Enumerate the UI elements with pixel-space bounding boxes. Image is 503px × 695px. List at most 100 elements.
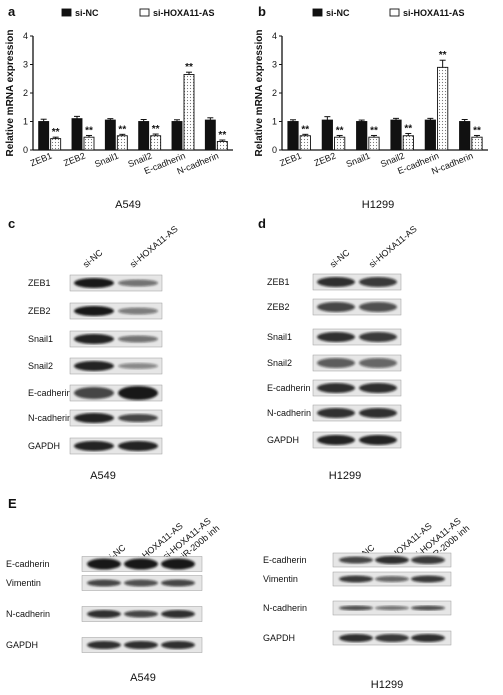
blot-row-label-vimentin: Vimentin [263,574,298,584]
y-tick-label-2: 2 [23,88,28,98]
bar-n-cadherin-0 [204,119,216,151]
blot-band-snail1-0 [317,332,355,342]
blot-band-gapdh-1 [118,441,158,451]
blot-band-zeb1-0 [74,278,114,288]
blot-band-snail1-1 [118,335,158,343]
chart-a: 0 1 2 3 4 Relative mRNA expression si-NC si-HOX… [5,8,233,176]
blot-row-label-zeb1: ZEB1 [267,277,290,287]
blot-row-label-zeb2: ZEB2 [28,306,51,316]
blot-band-gapdh-2 [161,641,195,649]
panel-letter-b: b [258,4,266,19]
blot-band-n-cadherin-0 [87,610,121,618]
y-tick-label-1: 1 [272,117,277,127]
blot-band-snail2-1 [359,358,397,368]
category-label-0: ZEB1 [278,151,303,169]
bar-snail2-1 [150,135,162,151]
blot-row-label-gapdh: GAPDH [6,640,38,650]
blot-c-cell-line: A549 [90,470,116,482]
blot-band-n-cadherin-0 [317,408,355,418]
bar-zeb2-0 [321,119,333,151]
y-tick-label-0: 0 [272,145,277,155]
significance-5: ** [473,125,481,136]
blot-row-label-gapdh: GAPDH [28,441,60,451]
bar-snail2-0 [138,121,150,151]
category-label-1: ZEB2 [313,151,338,169]
legend-swatch-1 [389,8,400,17]
blot-row-label-e-cadherin: E-cadherin [267,383,311,393]
blot-band-e-cadherin-1 [375,556,409,564]
blot-band-n-cadherin-2 [411,605,445,611]
legend-label-1: si-HOXA11-AS [403,8,465,18]
panel-letter-d: d [258,216,266,231]
legend-swatch-1 [139,8,150,17]
y-tick-label-1: 1 [23,117,28,127]
significance-1: ** [336,125,344,136]
blot-row-label-n-cadherin: N-cadherin [263,603,307,613]
y-tick-label-2: 2 [272,88,277,98]
significance-2: ** [370,125,378,136]
bar-snail2-1 [402,135,414,151]
bar-zeb1-1 [50,138,62,151]
category-label-2: Snail1 [93,151,120,170]
bar-zeb2-0 [71,118,83,151]
blot-column-label-0: si-NC [328,247,352,269]
panel-letter-e: E [8,496,17,511]
y-tick-label-3: 3 [272,60,277,70]
significance-5: ** [218,130,226,141]
significance-4: ** [439,50,447,61]
legend-swatch-0 [61,8,72,17]
blot-e-a549-cell-line: A549 [130,672,156,684]
blot-band-e-cadherin-0 [74,387,114,399]
blot-band-zeb2-1 [118,307,158,315]
bar-snail2-0 [390,119,402,151]
blot-band-zeb1-0 [317,277,355,287]
blot-row-label-e-cadherin: E-cadherin [263,555,307,565]
blot-band-snail1-0 [74,334,114,344]
blot-band-e-cadherin-0 [87,558,121,570]
blot-band-vimentin-0 [87,579,121,587]
western-blot-d: si-NC si-HOXA11-AS ZEB1 ZEB2 Snail1 Snail2 E-c… [267,224,419,449]
blot-band-vimentin-2 [161,579,195,587]
bar-snail1-1 [116,135,128,151]
blot-band-vimentin-1 [124,579,158,587]
y-axis-label: Relative mRNA expression [254,30,265,157]
bar-e-cadherin-1 [437,66,449,151]
significance-0: ** [301,124,309,135]
blot-band-n-cadherin-1 [359,408,397,418]
blot-row-label-snail1: Snail1 [267,332,292,342]
blot-band-snail2-0 [74,361,114,371]
y-tick-label-0: 0 [23,145,28,155]
chart-a-cell-line: A549 [115,199,141,211]
blot-band-snail2-0 [317,358,355,368]
significance-3: ** [404,123,412,134]
blot-band-e-cadherin-0 [339,556,373,564]
panel-letter-a: a [8,4,16,19]
blot-column-label-1: si-HOXA11-AS [367,224,419,270]
blot-band-snail2-1 [118,363,158,369]
bar-zeb1-1 [299,135,311,151]
blot-band-n-cadherin-0 [339,605,373,611]
blot-band-vimentin-1 [375,576,409,582]
bar-zeb2-1 [83,136,95,151]
legend-label-1: si-HOXA11-AS [153,8,215,18]
blot-band-gapdh-0 [317,435,355,445]
blot-d-cell-line: H1299 [329,470,361,482]
blot-row-label-n-cadherin: N-cadherin [267,408,311,418]
blot-row-label-snail1: Snail1 [28,334,53,344]
blot-band-n-cadherin-1 [118,414,158,422]
bar-n-cadherin-1 [471,136,483,151]
bar-zeb1-0 [287,121,299,151]
legend-label-0: si-NC [75,8,99,18]
blot-row-label-e-cadherin: E-cadherin [6,559,50,569]
blot-row-label-snail2: Snail2 [28,361,53,371]
blot-band-n-cadherin-2 [161,610,195,618]
western-blot-c: si-NC si-HOXA11-AS ZEB1 ZEB2 Snail1 Snail2 E-c… [28,224,180,455]
legend-label-0: si-NC [326,8,350,18]
bar-snail1-1 [368,136,380,151]
blot-band-gapdh-1 [359,435,397,445]
bar-e-cadherin-0 [424,119,436,151]
blot-band-zeb2-1 [359,302,397,312]
blot-row-label-zeb2: ZEB2 [267,302,290,312]
